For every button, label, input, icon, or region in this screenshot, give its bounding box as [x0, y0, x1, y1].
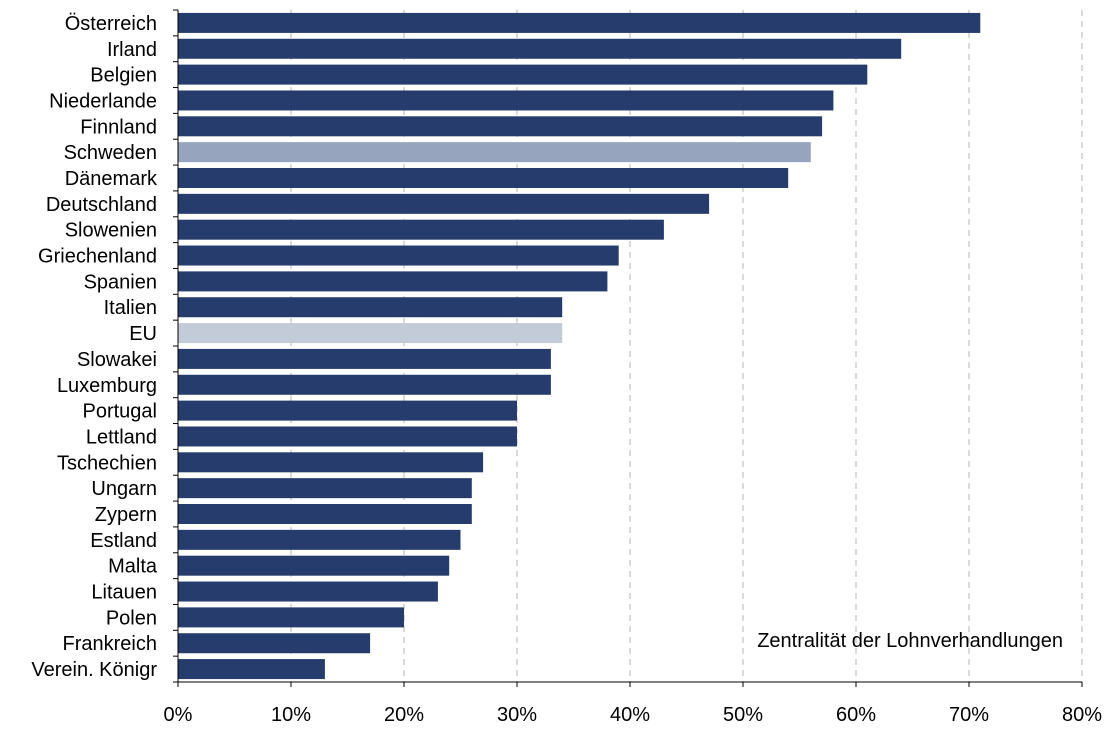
bar-2 [178, 64, 868, 85]
bar-19 [178, 504, 472, 524]
category-label: Luxemburg [57, 375, 157, 397]
category-label: EU [129, 323, 157, 345]
tick-labels: 0% 10% 20% 30% 40% 50% 60% 70% 80% [164, 704, 1103, 726]
bar-4 [178, 116, 823, 137]
bar-6 [178, 168, 789, 188]
category-label: Malta [108, 556, 158, 578]
category-label: Österreich [65, 13, 157, 35]
x-tick-label: 10% [271, 704, 311, 726]
x-tick-label: 50% [723, 704, 763, 726]
bar-7 [178, 193, 710, 214]
chart-annotation: Zentralität der Lohnverhandlungen [757, 630, 1063, 652]
x-tick-label: 30% [497, 704, 537, 726]
bar-17 [178, 452, 484, 473]
x-tick-label: 20% [384, 704, 424, 726]
bar-3 [178, 90, 834, 111]
bar-21 [178, 555, 450, 576]
category-label: Schweden [64, 142, 157, 164]
category-label: Niederlande [49, 90, 157, 112]
category-label: Verein. Königr [31, 659, 157, 681]
category-label: Ungarn [91, 478, 157, 500]
x-tick-label: 40% [610, 704, 650, 726]
category-label: Slowenien [65, 220, 157, 242]
bar-13 [178, 348, 551, 369]
x-tick-label: 0% [164, 704, 193, 726]
bar-20 [178, 529, 461, 550]
category-label: Tschechien [57, 452, 157, 474]
bar-0 [178, 12, 981, 33]
bar-12 [178, 323, 563, 344]
category-label: Spanien [84, 271, 157, 293]
category-label: Finnland [80, 116, 157, 138]
bar-23 [178, 607, 404, 628]
x-tick-label: 80% [1062, 704, 1102, 726]
bar-14 [178, 374, 551, 395]
category-label: Griechenland [38, 246, 157, 268]
x-tick-label: 60% [836, 704, 876, 726]
axes [173, 9, 1083, 687]
bar-11 [178, 297, 563, 318]
category-label: Dänemark [65, 168, 158, 190]
bars [178, 12, 981, 680]
bar-8 [178, 219, 664, 240]
category-label: Frankreich [63, 633, 157, 655]
bar-5 [178, 142, 811, 163]
bar-10 [178, 271, 608, 292]
bar-16 [178, 426, 517, 447]
category-label: Polen [106, 607, 157, 629]
category-label: Belgien [90, 65, 157, 87]
category-label: Lettland [86, 426, 157, 448]
grid-lines [290, 10, 1083, 682]
bar-22 [178, 581, 438, 602]
category-label: Deutschland [46, 194, 157, 216]
bar-18 [178, 478, 472, 499]
category-label: Portugal [83, 401, 158, 423]
category-label: Irland [107, 39, 157, 61]
category-label: Italien [104, 297, 157, 319]
bar-24 [178, 633, 371, 654]
bar-15 [178, 400, 517, 421]
category-label: Estland [90, 530, 157, 552]
bar-9 [178, 245, 619, 266]
bar-25 [178, 659, 325, 680]
category-label: Zypern [95, 504, 157, 526]
category-label: Slowakei [77, 349, 157, 371]
category-label: Litauen [91, 582, 157, 604]
bar-1 [178, 38, 902, 59]
category-labels: Österreich Irland Belgien Niederlande Finnla… [31, 13, 158, 681]
x-tick-label: 70% [949, 704, 989, 726]
